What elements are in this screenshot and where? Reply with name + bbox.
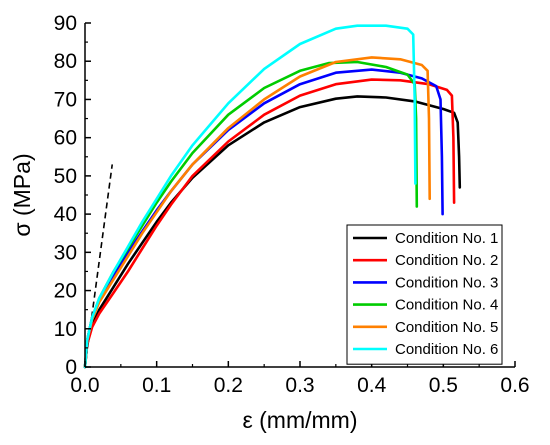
series-line-condition-5 xyxy=(83,56,431,369)
series-line-condition-6 xyxy=(83,24,417,369)
x-tick-label: 0.1 xyxy=(142,374,171,397)
y-tick-label: 60 xyxy=(54,127,77,150)
legend: Condition No. 1 Condition No. 2 Condition … xyxy=(346,224,503,365)
series-line-condition-2 xyxy=(83,78,456,369)
y-axis-label: σ (MPa) xyxy=(9,153,35,236)
legend-entry-label: Condition No. 3 xyxy=(395,274,498,291)
legend-entry-label: Condition No. 2 xyxy=(395,252,498,269)
y-tick-label: 50 xyxy=(54,165,77,188)
y-tick-label: 40 xyxy=(54,203,77,226)
legend-entry-label: Condition No. 6 xyxy=(395,341,498,358)
x-axis-label: ε (mm/mm) xyxy=(243,407,358,433)
legend-entry-label: Condition No. 1 xyxy=(395,230,498,247)
y-tick-label: 70 xyxy=(54,88,77,111)
legend-entry-label: Condition No. 5 xyxy=(395,319,498,336)
x-tick-label: 0.4 xyxy=(357,374,387,397)
y-tick-label: 20 xyxy=(54,280,77,303)
y-tick-label: 90 xyxy=(54,12,77,35)
axes: 0.0 0.1 0.2 0.3 0.4 0.5 0.6 0 10 20 30 40 50 60 70 80 90 xyxy=(54,12,530,397)
y-tick-label: 30 xyxy=(54,241,77,264)
x-tick-label: 0.0 xyxy=(70,374,99,397)
legend-box xyxy=(346,224,503,365)
series-line-condition-1 xyxy=(83,95,462,369)
x-tick-label: 0.6 xyxy=(500,374,529,397)
x-tick-label: 0.2 xyxy=(214,374,243,397)
y-tick-label: 0 xyxy=(65,356,77,379)
y-tick-label: 80 xyxy=(54,50,77,73)
x-tick-label: 0.5 xyxy=(429,374,458,397)
legend-entry-label: Condition No. 4 xyxy=(395,297,498,314)
plot-lines xyxy=(83,24,462,369)
y-tick-label: 10 xyxy=(54,318,77,341)
x-tick-label: 0.3 xyxy=(285,374,314,397)
